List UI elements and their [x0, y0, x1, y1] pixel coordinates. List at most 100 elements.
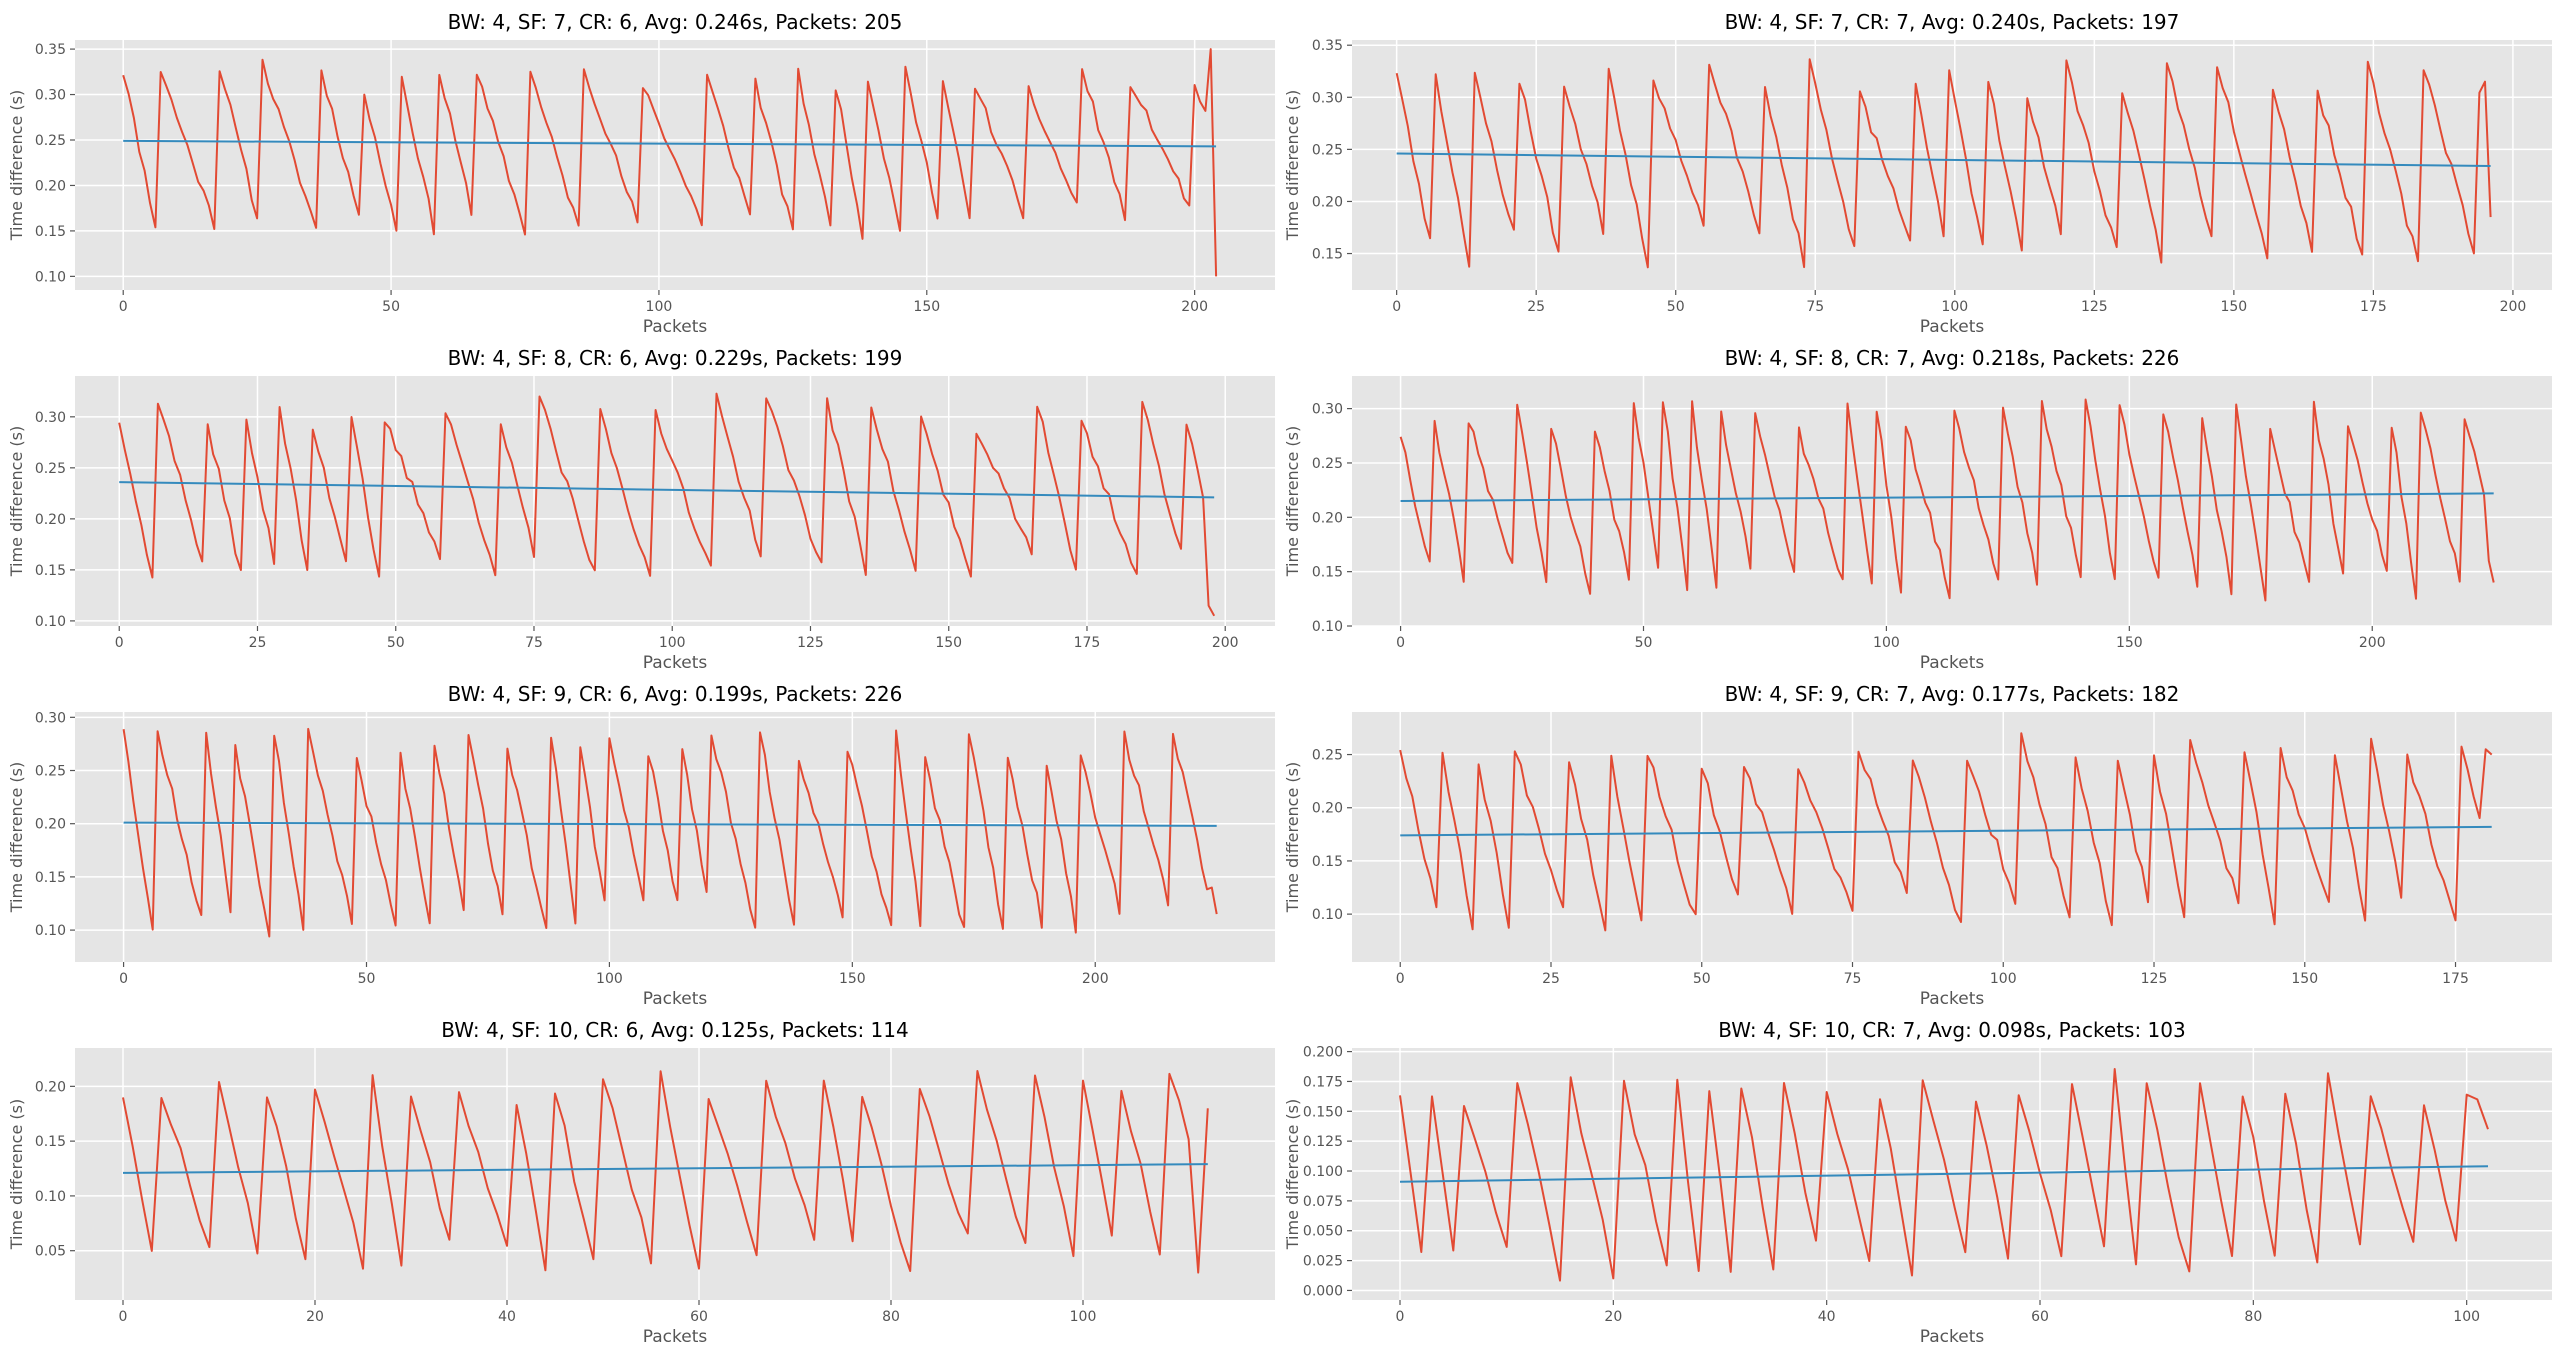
x-tick-label: 0: [1396, 971, 1405, 987]
chart-title: BW: 4, SF: 10, CR: 6, Avg: 0.125s, Packe…: [441, 1018, 908, 1042]
x-tick-label: 40: [1818, 1309, 1836, 1325]
x-tick-label: 125: [797, 635, 824, 651]
x-tick-label: 75: [525, 635, 543, 651]
x-tick-label: 200: [1082, 971, 1109, 987]
trend-line: [119, 481, 1215, 499]
time-difference-series: [1399, 732, 2493, 932]
y-tick-label: 0.15: [35, 224, 66, 240]
time-difference-series: [122, 727, 1218, 938]
x-tick-label: 200: [1212, 635, 1239, 651]
x-tick-label: 50: [358, 971, 376, 987]
y-tick-label: 0.125: [1303, 1134, 1343, 1150]
x-axis-label: Packets: [1920, 317, 1985, 337]
chart-panel-5: 0 50 100 150 200 0.10 0.15 0.20 0.25 0.30 BW: 4, S…: [7, 682, 1275, 1009]
y-axis-label: Time difference (s): [1283, 90, 1302, 241]
x-tick-label: 60: [690, 1309, 708, 1325]
trend-line: [123, 139, 1217, 148]
x-tick-label: 0: [1396, 1309, 1405, 1325]
y-tick-label: 0.20: [35, 1079, 66, 1095]
x-tick-label: 25: [1527, 299, 1545, 315]
x-tick-label: 100: [2453, 1309, 2480, 1325]
chart-title: BW: 4, SF: 7, CR: 6, Avg: 0.246s, Packet…: [448, 10, 903, 34]
y-axis-label: Time difference (s): [7, 90, 26, 241]
y-tick-label: 0.000: [1303, 1283, 1343, 1299]
chart-title: BW: 4, SF: 8, CR: 6, Avg: 0.229s, Packet…: [448, 346, 903, 370]
x-tick-label: 150: [2220, 299, 2247, 315]
x-axis-label: Packets: [643, 653, 708, 673]
time-difference-series: [1395, 58, 2492, 269]
y-axis-label: Time difference (s): [1283, 1099, 1302, 1250]
y-tick-label: 0.20: [1312, 194, 1343, 210]
y-tick-label: 0.10: [35, 1189, 66, 1205]
trend-line: [122, 1163, 1208, 1174]
chart-panel-6: 0 25 50 75 100 125 150 175 0.10 0.15 0.20 0.25 BW: 4…: [1283, 682, 2552, 1009]
x-tick-label: 75: [1806, 299, 1824, 315]
x-tick-label: 50: [387, 635, 405, 651]
y-tick-label: 0.10: [35, 614, 66, 630]
x-tick-label: 200: [1181, 299, 1208, 315]
plot-area: [75, 40, 1275, 290]
x-tick-label: 25: [1542, 971, 1560, 987]
x-tick-label: 100: [1873, 635, 1900, 651]
x-tick-label: 100: [646, 299, 673, 315]
x-axis-label: Packets: [643, 1327, 708, 1347]
x-tick-label: 0: [115, 635, 124, 651]
x-tick-label: 125: [2081, 299, 2108, 315]
y-tick-label: 0.10: [35, 923, 66, 939]
x-axis-label: Packets: [1920, 989, 1985, 1009]
y-tick-label: 0.20: [1312, 801, 1343, 817]
y-axis-label: Time difference (s): [7, 762, 26, 913]
x-tick-label: 200: [2359, 635, 2386, 651]
x-tick-label: 20: [306, 1309, 324, 1325]
chart-title: BW: 4, SF: 9, CR: 7, Avg: 0.177s, Packet…: [1725, 682, 2180, 706]
y-tick-label: 0.30: [1312, 90, 1343, 106]
y-tick-label: 0.30: [35, 710, 66, 726]
chart-title: BW: 4, SF: 8, CR: 7, Avg: 0.218s, Packet…: [1725, 346, 2180, 370]
y-tick-label: 0.100: [1303, 1164, 1343, 1180]
x-tick-label: 100: [1990, 971, 2017, 987]
plot-area: [1352, 712, 2552, 962]
time-difference-series: [1399, 1068, 2489, 1282]
chart-title: BW: 4, SF: 7, CR: 7, Avg: 0.240s, Packet…: [1725, 10, 2180, 34]
trend-line: [123, 821, 1217, 827]
x-tick-label: 50: [1635, 635, 1653, 651]
plot-area: [75, 1048, 1275, 1300]
x-tick-label: 175: [2360, 299, 2387, 315]
y-tick-label: 0.075: [1303, 1194, 1343, 1210]
x-tick-label: 175: [1074, 635, 1101, 651]
x-tick-label: 0: [119, 1309, 128, 1325]
chart-title: BW: 4, SF: 10, CR: 7, Avg: 0.098s, Packe…: [1718, 1018, 2185, 1042]
plot-area: [75, 376, 1275, 626]
trend-line: [1399, 1165, 2489, 1183]
x-tick-label: 150: [935, 635, 962, 651]
x-tick-label: 0: [119, 971, 128, 987]
y-tick-label: 0.175: [1303, 1074, 1343, 1090]
time-difference-series: [122, 48, 1218, 277]
y-tick-label: 0.15: [1312, 565, 1343, 581]
x-tick-label: 75: [1844, 971, 1862, 987]
chart-panel-8: 0 20 40 60 80 100 0.000 0.025 0.050 0.075 0.100 0.1…: [1283, 1018, 2552, 1347]
y-tick-label: 0.025: [1303, 1254, 1343, 1270]
y-tick-label: 0.20: [35, 178, 66, 194]
y-tick-label: 0.15: [35, 870, 66, 886]
x-tick-label: 80: [2244, 1309, 2262, 1325]
trend-line: [1400, 492, 2494, 502]
y-tick-label: 0.25: [35, 764, 66, 780]
x-tick-label: 175: [2442, 971, 2469, 987]
y-axis-label: Time difference (s): [1283, 762, 1302, 913]
x-tick-label: 60: [2031, 1309, 2049, 1325]
y-axis-label: Time difference (s): [7, 426, 26, 577]
x-tick-label: 100: [659, 635, 686, 651]
time-difference-series: [122, 1070, 1209, 1274]
y-tick-label: 0.35: [35, 42, 66, 58]
y-tick-label: 0.05: [35, 1244, 66, 1260]
y-tick-label: 0.10: [1312, 619, 1343, 635]
y-tick-label: 0.25: [1312, 748, 1343, 764]
y-tick-label: 0.30: [35, 410, 66, 426]
x-tick-label: 200: [2500, 299, 2527, 315]
x-tick-label: 100: [1070, 1309, 1097, 1325]
x-tick-label: 50: [382, 299, 400, 315]
chart-panel-4: 0 50 100 150 200 0.10 0.15 0.20 0.25 0.30 BW: 4, S…: [1283, 346, 2552, 673]
chart-title: BW: 4, SF: 9, CR: 6, Avg: 0.199s, Packet…: [448, 682, 903, 706]
x-tick-label: 100: [1941, 299, 1968, 315]
